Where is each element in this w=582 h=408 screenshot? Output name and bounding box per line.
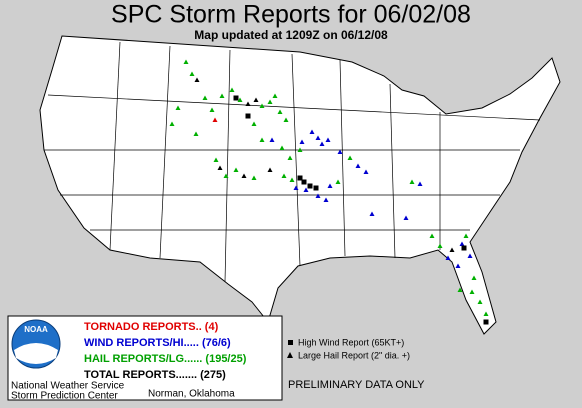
high-wind-marker [313, 185, 319, 191]
preliminary-note: PRELIMINARY DATA ONLY [288, 379, 425, 391]
report-marker [483, 311, 489, 316]
report-marker [241, 173, 247, 178]
report-marker [251, 175, 257, 180]
report-marker [417, 181, 423, 186]
report-marker [409, 179, 415, 184]
report-marker [269, 137, 275, 142]
report-marker [449, 247, 455, 252]
report-marker [183, 59, 189, 64]
legend-total: TOTAL REPORTS....... (275) [84, 369, 226, 381]
report-marker [297, 147, 303, 152]
us-land [39, 35, 561, 335]
report-marker [429, 233, 435, 238]
title: SPC Storm Reports for 06/02/08 [111, 1, 471, 29]
center-name: Storm Prediction Center [11, 391, 118, 402]
report-marker [299, 139, 305, 144]
report-marker [467, 253, 473, 258]
report-marker [217, 165, 223, 170]
report-markers [169, 59, 489, 325]
report-marker [315, 193, 321, 198]
report-marker [455, 263, 461, 268]
high-wind-marker [297, 175, 303, 181]
report-marker [253, 97, 259, 102]
report-marker [363, 169, 369, 174]
legend-hail: HAIL REPORTS/LG...... (195/25) [84, 353, 247, 365]
report-marker [189, 71, 195, 76]
report-marker [175, 105, 181, 110]
report-marker [212, 117, 218, 122]
report-marker [457, 287, 463, 292]
report-marker [469, 289, 475, 294]
report-marker [471, 275, 477, 280]
report-marker [463, 233, 469, 238]
report-marker [403, 215, 409, 220]
report-marker [245, 101, 251, 106]
logo-text: NOAA [24, 325, 48, 334]
legend-wind: WIND REPORTS/HI..... (76/6) [84, 337, 231, 349]
report-marker [355, 163, 361, 168]
report-marker [319, 141, 325, 146]
report-marker [335, 179, 341, 184]
report-marker [325, 137, 331, 142]
report-marker [293, 185, 299, 190]
key-triangle [287, 352, 293, 358]
report-marker [327, 183, 333, 188]
logo-wave [14, 343, 58, 364]
report-marker [169, 121, 175, 126]
report-marker [219, 93, 225, 98]
report-marker [194, 77, 200, 82]
report-marker [459, 241, 465, 246]
high-wind-marker [307, 183, 313, 189]
high-wind-marker [233, 95, 239, 101]
report-marker [251, 121, 257, 126]
agency-name: National Weather Service [11, 381, 125, 392]
report-marker [309, 129, 315, 134]
report-marker [283, 117, 289, 122]
report-marker [259, 137, 265, 142]
report-marker [237, 97, 243, 102]
report-marker [281, 173, 287, 178]
state-lines [44, 41, 541, 283]
report-marker [267, 99, 273, 104]
high-wind-marker [461, 245, 467, 251]
report-marker [289, 177, 295, 182]
key-large-hail: Large Hail Report (2" dia. +) [298, 350, 410, 360]
report-marker [272, 93, 278, 98]
report-marker [303, 187, 309, 192]
high-wind-marker [483, 319, 489, 325]
report-marker [277, 109, 283, 114]
report-marker [347, 155, 353, 160]
report-marker [477, 299, 483, 304]
report-marker [337, 149, 343, 154]
report-marker [437, 243, 443, 248]
report-marker [315, 135, 321, 140]
report-marker [323, 197, 329, 202]
report-marker [229, 87, 235, 92]
report-marker [202, 95, 208, 100]
key-high-wind: High Wind Report (65KT+) [298, 337, 404, 347]
report-marker [267, 167, 273, 172]
legend-tornado: TORNADO REPORTS.. (4) [84, 321, 219, 333]
report-marker [445, 255, 451, 260]
report-marker [287, 155, 293, 160]
high-wind-marker [301, 179, 307, 185]
key-square [288, 340, 293, 345]
report-marker [209, 107, 215, 112]
high-wind-marker [245, 113, 251, 119]
report-marker [279, 145, 285, 150]
report-marker [223, 173, 229, 178]
location: Norman, Oklahoma [148, 389, 235, 400]
subtitle: Map updated at 1209Z on 06/12/08 [194, 28, 388, 42]
report-marker [233, 167, 239, 172]
report-marker [193, 131, 199, 136]
report-marker [369, 211, 375, 216]
report-marker [259, 103, 265, 108]
report-marker [213, 157, 219, 162]
